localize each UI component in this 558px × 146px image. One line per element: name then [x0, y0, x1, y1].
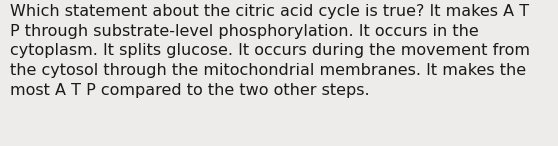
- Text: Which statement about the citric acid cycle is true? It makes A T
P through subs: Which statement about the citric acid cy…: [10, 4, 530, 98]
